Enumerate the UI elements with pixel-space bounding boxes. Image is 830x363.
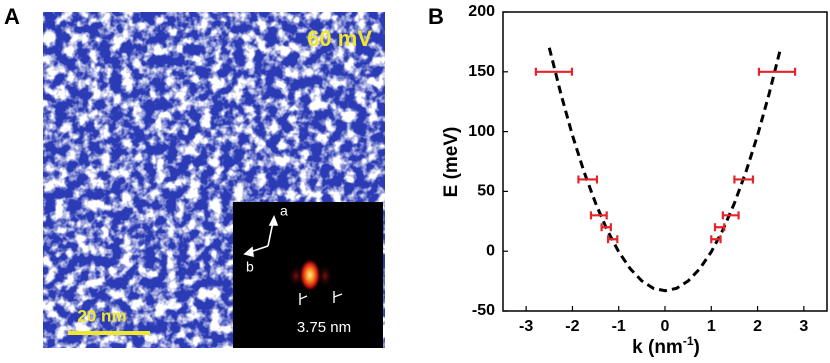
- error-bar: [589, 211, 608, 220]
- lattice-arrows: [243, 215, 279, 258]
- x-tick-label: -1: [612, 318, 626, 335]
- error-bar: [733, 175, 755, 184]
- y-axis-label: E (meV): [441, 127, 462, 198]
- y-tick-label: 0: [486, 242, 495, 259]
- error-bar: [534, 67, 574, 76]
- error-bar: [577, 175, 599, 184]
- x-tick-label: 3: [799, 318, 808, 335]
- error-bar: [757, 67, 797, 76]
- y-tick-label: 200: [468, 3, 495, 20]
- error-bar: [606, 235, 619, 244]
- spacing-label: 3.75 nm: [297, 319, 351, 336]
- x-tick-label: -3: [519, 318, 533, 335]
- side-lobe: [317, 264, 333, 288]
- x-tick-label: 1: [707, 318, 716, 335]
- y-tick-label: 100: [468, 123, 495, 140]
- x-tick-label: 0: [661, 318, 670, 335]
- fft-spot: [299, 258, 321, 292]
- x-axis-label: k (nm-1): [632, 334, 700, 358]
- panel-label: B: [428, 4, 444, 29]
- axis-a-label: a: [280, 203, 288, 219]
- panel-label: A: [4, 4, 20, 29]
- x-axis-label-end: ): [694, 337, 700, 358]
- error-bar: [600, 223, 612, 232]
- y-tick-label: -50: [472, 302, 495, 319]
- scale-bar-label: 20 nm: [77, 306, 126, 325]
- bias-label: 60 mV: [307, 26, 372, 51]
- spacing-marks: [299, 291, 343, 305]
- axis-b-label: b: [246, 259, 254, 275]
- x-axis-label-main: k (nm: [632, 337, 683, 358]
- fit-curve: [547, 47, 783, 293]
- error-bar: [721, 211, 740, 220]
- error-bar: [713, 223, 726, 232]
- y-tick-label: 150: [468, 63, 495, 80]
- error-bar: [710, 235, 722, 244]
- x-tick-label: -2: [565, 318, 579, 335]
- x-tick-label: 2: [753, 318, 762, 335]
- y-tick-label: 50: [477, 183, 495, 200]
- x-axis-label-sup: -1: [683, 334, 694, 348]
